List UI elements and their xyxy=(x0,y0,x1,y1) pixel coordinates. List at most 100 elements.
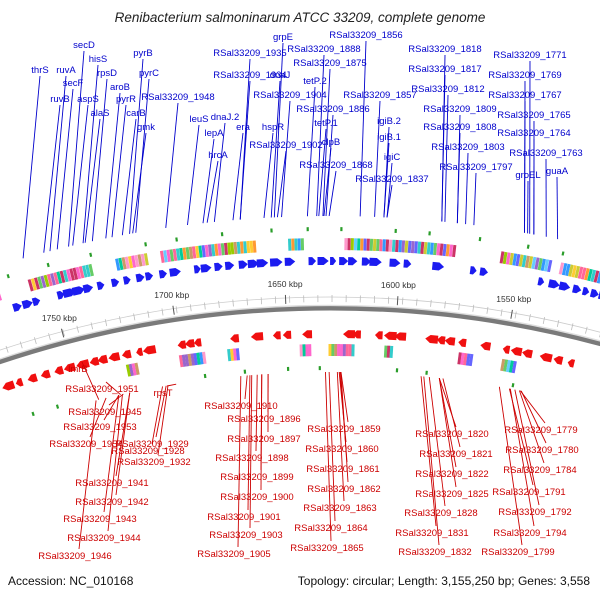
reverse-gene-arrow-body xyxy=(272,331,281,340)
feature-box-upper-body xyxy=(509,252,514,266)
green-marker-upper-body xyxy=(175,237,178,242)
feature-box-lower-body xyxy=(134,362,140,375)
feature-box-upper xyxy=(547,259,553,273)
feature-box-upper xyxy=(584,268,590,281)
green-marker-lower xyxy=(425,370,428,375)
top-leader-line xyxy=(22,75,41,259)
feature-box-lower-body xyxy=(334,343,338,357)
forward-gene-arrow-body xyxy=(269,258,283,267)
reverse-gene-arrow-body xyxy=(458,338,467,348)
feature-box-lower-body xyxy=(348,344,352,357)
feature-box-upper-body xyxy=(137,254,143,267)
ruler-label: 1600 kbp xyxy=(381,280,416,290)
feature-box-upper xyxy=(407,240,412,253)
reverse-gene-arrow xyxy=(63,362,77,373)
feature-box-upper xyxy=(166,249,172,262)
feature-box-upper xyxy=(347,238,351,251)
bottom-gene-label: RSal33209_1821 xyxy=(419,449,492,460)
bottom-leader-line xyxy=(420,376,437,527)
feature-box-upper-body xyxy=(524,255,530,268)
feature-box-upper-body xyxy=(521,255,527,268)
feature-box-upper xyxy=(537,258,543,271)
feature-box-upper xyxy=(217,243,222,256)
reverse-gene-arrow xyxy=(282,330,292,339)
green-marker-upper-body xyxy=(270,228,273,233)
top-leader-line xyxy=(187,124,200,226)
feature-box-lower-body xyxy=(193,352,198,366)
feature-box-lower-body xyxy=(128,363,134,377)
feature-box-upper xyxy=(0,288,3,301)
feature-box-lower-body xyxy=(468,353,474,367)
reverse-gene-arrow-body xyxy=(40,369,51,379)
feature-box-upper xyxy=(233,241,238,255)
backbone-highlight xyxy=(0,304,600,360)
feature-box-upper-body xyxy=(140,253,146,267)
feature-box-upper-body xyxy=(179,247,184,261)
feature-box-upper-body xyxy=(53,272,60,285)
feature-box-upper xyxy=(395,239,399,253)
forward-gene-arrow-body xyxy=(469,266,477,275)
reverse-gene-arrow-body xyxy=(136,347,144,357)
feature-box-lower-body xyxy=(465,353,471,366)
green-marker-upper xyxy=(270,228,273,233)
feature-box-lower xyxy=(331,343,335,357)
feature-box-upper-body xyxy=(534,257,540,270)
feature-box-upper xyxy=(37,276,44,289)
bottom-leader-line xyxy=(105,381,121,396)
feature-box-upper xyxy=(561,263,568,276)
feature-box-lower-body xyxy=(299,344,303,357)
top-gene-label: igiB.1 xyxy=(377,132,401,143)
green-marker-upper-body xyxy=(526,244,530,249)
top-gene-label: RSal33209_1767 xyxy=(488,90,561,101)
feature-box-lower-body xyxy=(235,348,240,361)
bottom-leader-line xyxy=(103,395,120,513)
feature-box-upper xyxy=(195,245,200,259)
top-gene-label: leuS xyxy=(189,114,208,125)
feature-box-lower-body xyxy=(302,344,306,357)
reverse-gene-arrow xyxy=(250,332,264,341)
reverse-gene-arrow-body xyxy=(184,339,195,348)
feature-box-lower-body xyxy=(131,363,137,376)
reverse-gene-arrow-body xyxy=(383,331,397,341)
feature-box-upper xyxy=(30,278,37,291)
forward-gene-arrow-body xyxy=(144,272,154,281)
feature-box-upper xyxy=(410,241,415,254)
top-leader-line xyxy=(270,80,281,218)
top-gene-label: gmk xyxy=(137,122,155,133)
green-marker-lower-body xyxy=(203,373,207,379)
forward-gene-arrow xyxy=(572,284,582,294)
reverse-gene-arrow-body xyxy=(343,330,356,339)
reverse-gene-arrow-body xyxy=(352,330,361,339)
feature-box-lower-body xyxy=(308,344,312,357)
forward-gene-arrow xyxy=(110,278,120,288)
reverse-gene-arrow-body xyxy=(480,341,492,351)
feature-box-upper xyxy=(593,270,600,283)
green-marker-upper-body xyxy=(89,252,93,257)
forward-gene-arrow-body xyxy=(348,257,358,266)
feature-box-upper-body xyxy=(220,243,225,256)
feature-box-upper-body xyxy=(347,238,351,251)
bottom-leader-line xyxy=(438,378,457,468)
feature-box-upper xyxy=(448,244,454,257)
reverse-gene-arrow-body xyxy=(250,332,264,341)
green-marker-upper-body xyxy=(220,232,224,237)
feature-box-upper xyxy=(297,238,301,251)
genome-backbone xyxy=(0,305,600,365)
reverse-gene-arrow xyxy=(522,349,533,359)
bottom-gene-label: RSal33209_1779 xyxy=(504,425,577,436)
forward-gene-arrow-body xyxy=(558,281,571,291)
feature-box-upper-body xyxy=(344,238,348,251)
top-gene-label: aspS xyxy=(77,94,99,105)
feature-box-upper-body xyxy=(547,259,553,273)
forward-gene-arrow xyxy=(537,277,545,286)
feature-box-upper-body xyxy=(499,251,505,264)
forward-gene-arrow-body xyxy=(572,284,582,294)
feature-box-lower xyxy=(125,364,132,377)
green-marker-upper xyxy=(394,228,397,233)
reverse-gene-arrow-body xyxy=(539,353,553,363)
bottom-gene-label: RSal33209_1820 xyxy=(415,429,488,440)
bottom-leader-line xyxy=(78,400,97,550)
top-gene-label: carB xyxy=(126,108,146,119)
forward-gene-arrow-body xyxy=(110,278,120,288)
reverse-gene-arrow-body xyxy=(282,330,292,339)
